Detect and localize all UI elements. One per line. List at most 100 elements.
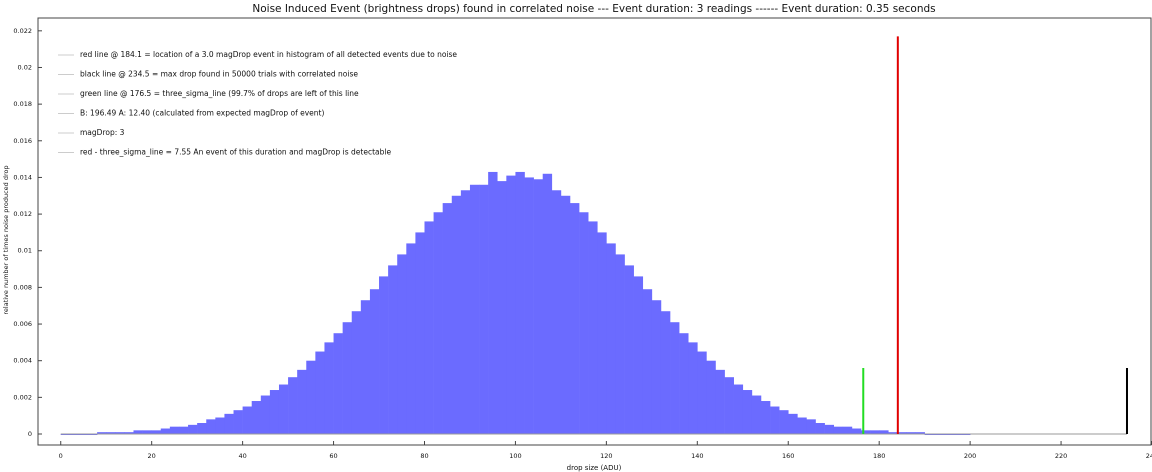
bar — [597, 232, 607, 435]
bar — [897, 432, 907, 435]
bar — [442, 203, 453, 435]
bar — [724, 377, 734, 435]
bar — [806, 419, 816, 435]
y-tick-label: 0.014 — [13, 173, 32, 181]
bar — [824, 424, 835, 435]
bar — [206, 419, 216, 435]
bar — [588, 221, 598, 435]
bar — [178, 426, 189, 435]
bar — [860, 430, 871, 435]
y-tick-label: 0.016 — [13, 137, 32, 145]
chart-title: Noise Induced Event (brightness drops) f… — [252, 3, 935, 15]
bar — [406, 243, 416, 435]
bar — [815, 423, 825, 435]
bar — [142, 430, 152, 435]
x-tick-label: 180 — [873, 452, 885, 460]
plot-frame — [37, 17, 1152, 446]
y-tick-label: 0.01 — [18, 247, 32, 255]
bar — [779, 410, 789, 435]
bar — [133, 430, 143, 435]
bar — [451, 195, 462, 435]
x-tick-label: 0 — [59, 452, 63, 460]
bar — [560, 195, 571, 435]
bar — [397, 254, 407, 435]
bar — [415, 232, 425, 435]
bar — [733, 384, 744, 435]
bar — [260, 395, 271, 435]
bar — [315, 351, 325, 435]
legend-entry: black line @ 234.5 = max drop found in 5… — [80, 70, 358, 79]
bar — [242, 406, 253, 435]
y-tick-label: 0.018 — [13, 100, 32, 108]
bar — [379, 276, 389, 435]
bar — [915, 432, 925, 435]
x-tick-label: 40 — [238, 452, 246, 460]
bar — [97, 432, 107, 435]
bar — [642, 289, 653, 435]
bar — [651, 300, 662, 435]
bar — [324, 342, 334, 435]
bar — [497, 181, 507, 435]
bar — [160, 428, 171, 435]
bar — [151, 430, 162, 435]
x-tick-label: 220 — [1055, 452, 1067, 460]
bar — [760, 401, 771, 435]
x-tick-label: 80 — [420, 452, 428, 460]
bar — [460, 190, 471, 435]
x-tick-label: 240 — [1146, 452, 1152, 460]
bar — [424, 221, 434, 435]
bar — [660, 311, 671, 435]
bar — [188, 424, 198, 435]
bar — [224, 413, 234, 435]
bar — [706, 360, 716, 435]
bar — [506, 175, 516, 435]
bar — [633, 276, 644, 435]
bar — [851, 428, 862, 435]
bar — [579, 212, 589, 435]
bar — [797, 417, 807, 435]
bar — [879, 430, 889, 435]
bar — [751, 395, 762, 435]
bar — [333, 333, 343, 435]
bar — [251, 401, 262, 435]
bar — [542, 173, 553, 435]
bar — [360, 300, 371, 435]
y-tick-label: 0 — [28, 430, 32, 438]
bar — [433, 212, 443, 435]
bar — [715, 369, 725, 435]
bar — [524, 177, 534, 435]
bar — [215, 417, 225, 435]
bar — [115, 432, 125, 435]
bar — [369, 289, 380, 435]
legend-entry: red line @ 184.1 = location of a 3.0 mag… — [80, 50, 457, 59]
bar — [479, 184, 489, 435]
bar — [106, 432, 116, 435]
bar — [533, 179, 544, 435]
bar — [342, 322, 353, 435]
bar — [688, 342, 698, 435]
y-tick-label: 0.004 — [13, 357, 32, 365]
bar — [233, 410, 243, 435]
bar — [606, 243, 616, 435]
bar — [679, 333, 689, 435]
bar — [197, 423, 207, 435]
y-tick-label: 0.02 — [18, 63, 32, 71]
x-tick-label: 20 — [148, 452, 156, 460]
x-tick-label: 200 — [964, 452, 976, 460]
bar — [833, 426, 844, 435]
bar — [569, 203, 580, 435]
y-tick-label: 0.002 — [13, 393, 32, 401]
bar — [488, 171, 498, 435]
legend-entry: green line @ 176.5 = three_sigma_line (9… — [80, 89, 359, 98]
y-tick-label: 0.012 — [13, 210, 32, 218]
bar — [388, 265, 398, 435]
x-axis-label: drop size (ADU) — [567, 464, 622, 472]
bar — [169, 426, 180, 435]
y-tick-label: 0.022 — [13, 27, 32, 35]
x-tick-label: 120 — [600, 452, 612, 460]
bar — [551, 190, 562, 435]
bar — [670, 322, 680, 435]
bar — [842, 426, 853, 435]
bar — [697, 351, 707, 435]
bar — [770, 406, 780, 435]
